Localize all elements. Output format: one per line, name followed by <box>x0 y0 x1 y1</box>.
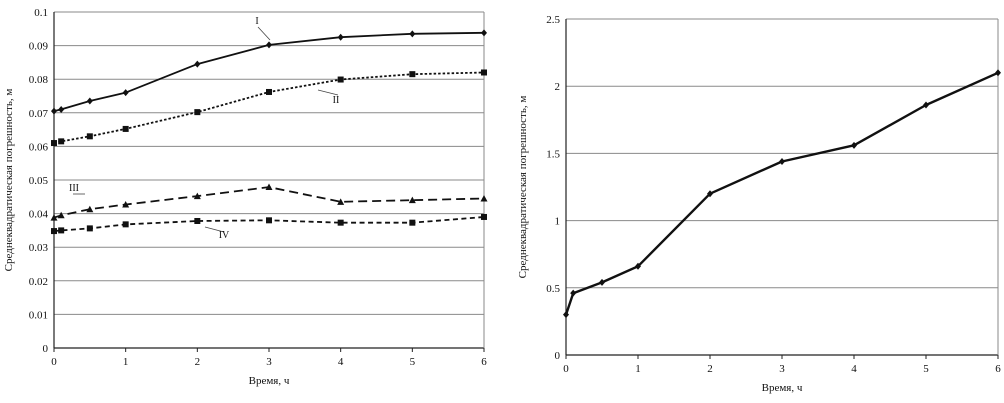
series-label-leader <box>317 89 339 96</box>
data-point <box>707 190 713 198</box>
data-point <box>409 71 416 78</box>
x-tick-label: 4 <box>851 363 857 375</box>
y-tick-label: 0.1 <box>34 7 48 19</box>
data-point <box>635 262 641 270</box>
x-tick-label: 2 <box>707 363 713 375</box>
x-tick-label: 3 <box>779 363 785 375</box>
data-point <box>851 141 857 149</box>
data-point <box>563 311 569 319</box>
x-axis-title: Время, ч <box>249 375 290 387</box>
data-point <box>995 69 1001 77</box>
data-point <box>337 33 344 41</box>
x-tick-label: 6 <box>995 363 1001 375</box>
data-point <box>779 157 785 165</box>
series-label: IV <box>219 230 230 241</box>
data-point <box>480 194 488 202</box>
data-point <box>122 89 129 97</box>
series-label: I <box>255 16 258 27</box>
y-tick-label: 0.05 <box>29 175 49 187</box>
data-point <box>481 69 487 76</box>
series-line <box>53 186 485 219</box>
data-point <box>51 107 57 115</box>
y-tick-label: 0.04 <box>29 209 49 221</box>
data-point <box>266 41 272 49</box>
x-tick-label: 6 <box>481 356 487 368</box>
x-tick-label: 1 <box>123 356 129 368</box>
y-tick-label: 1.5 <box>546 148 560 160</box>
data-point <box>86 97 93 105</box>
data-point <box>408 196 416 204</box>
y-tick-label: 0.5 <box>546 283 560 295</box>
series-line <box>53 216 485 232</box>
data-point <box>337 219 344 226</box>
data-point <box>122 221 129 228</box>
series-label-leader <box>204 226 225 233</box>
data-point <box>194 60 201 68</box>
y-tick-label: 1 <box>555 216 561 228</box>
series-label-leader <box>257 26 271 41</box>
series-label: II <box>333 95 340 106</box>
y-tick-label: 0.02 <box>29 276 48 288</box>
y-tick-label: 2.5 <box>546 14 560 26</box>
y-tick-label: 2 <box>555 81 561 93</box>
data-point <box>58 138 65 145</box>
series-line <box>564 71 999 316</box>
data-point <box>481 213 487 220</box>
data-point <box>337 76 344 83</box>
data-point <box>86 133 93 140</box>
chart-right: 0 0.5 1 1.5 2 2.5 0 1 2 3 4 5 6 Время, ч Среднеквадрат… <box>517 14 1001 394</box>
y-tick-label: 0.07 <box>29 108 49 120</box>
data-point <box>599 278 605 286</box>
data-point <box>409 219 416 226</box>
data-point <box>266 88 272 95</box>
y-tick-label: 0 <box>555 350 561 362</box>
data-point <box>86 205 94 213</box>
y-tick-label: 0.01 <box>29 309 48 321</box>
data-point <box>51 140 57 147</box>
x-tick-label: 5 <box>923 363 929 375</box>
data-point <box>194 109 201 116</box>
data-point <box>86 225 93 232</box>
data-point <box>122 125 129 132</box>
y-tick-label: 0 <box>43 343 49 355</box>
y-axis-title: Среднеквадратическая погрешность, м <box>3 89 15 272</box>
y-tick-label: 0.03 <box>29 242 49 254</box>
x-tick-label: 5 <box>410 356 416 368</box>
data-point <box>337 198 345 205</box>
data-point <box>193 192 201 200</box>
x-tick-label: 3 <box>266 356 272 368</box>
x-tick-label: 4 <box>338 356 344 368</box>
x-axis-title: Время, ч <box>762 382 803 394</box>
y-tick-label: 0.06 <box>29 141 49 153</box>
series-line <box>53 71 485 144</box>
x-tick-label: 1 <box>635 363 641 375</box>
series-label: III <box>69 183 79 194</box>
data-point <box>51 228 57 235</box>
data-point <box>265 183 273 191</box>
data-point <box>570 289 577 297</box>
data-point <box>122 201 130 208</box>
y-tick-label: 0.09 <box>29 41 49 53</box>
x-tick-label: 0 <box>51 356 57 368</box>
chart-left: 0 0.01 0.02 0.03 0.04 0.05 0.06 0.07 0.08 0.09 0.1… <box>3 7 488 387</box>
data-point <box>58 105 65 113</box>
x-tick-label: 0 <box>563 363 569 375</box>
data-point <box>266 217 272 224</box>
y-tick-label: 0.08 <box>29 74 49 86</box>
data-point <box>58 227 65 234</box>
data-point <box>409 30 416 38</box>
data-point <box>923 101 929 109</box>
data-point <box>57 211 65 219</box>
data-point <box>50 214 58 221</box>
y-axis-title: Среднеквадратическая погрешность, м <box>517 96 529 279</box>
x-tick-label: 2 <box>195 356 201 368</box>
data-point <box>481 29 487 37</box>
data-point <box>194 217 201 224</box>
